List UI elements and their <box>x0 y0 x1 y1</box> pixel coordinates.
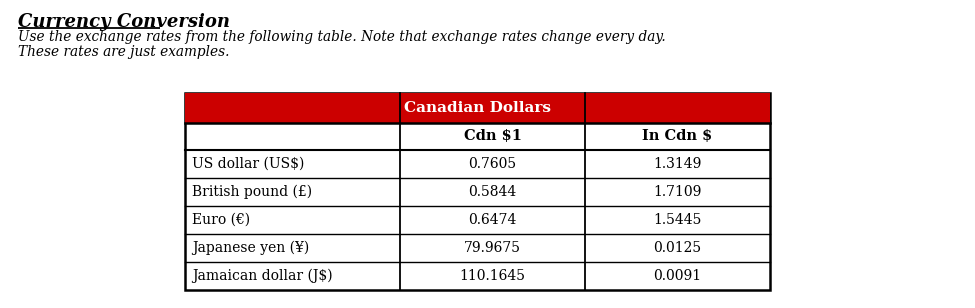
Text: 1.3149: 1.3149 <box>653 157 702 171</box>
Bar <box>185 93 770 290</box>
Text: Cdn $1: Cdn $1 <box>463 129 522 144</box>
Text: 1.7109: 1.7109 <box>653 185 702 199</box>
Text: 0.7605: 0.7605 <box>468 157 517 171</box>
Text: These rates are just examples.: These rates are just examples. <box>18 45 229 59</box>
Text: 0.6474: 0.6474 <box>468 213 517 227</box>
Text: Currency Conversion: Currency Conversion <box>18 13 230 31</box>
Text: Canadian Dollars: Canadian Dollars <box>404 101 551 115</box>
Text: Japanese yen (¥): Japanese yen (¥) <box>192 241 309 255</box>
Text: In Cdn $: In Cdn $ <box>643 129 713 144</box>
Text: US dollar (US$): US dollar (US$) <box>192 157 304 171</box>
Text: 1.5445: 1.5445 <box>653 213 702 227</box>
Text: 0.0125: 0.0125 <box>653 241 702 255</box>
Text: Jamaican dollar (J$): Jamaican dollar (J$) <box>192 269 332 283</box>
Bar <box>185 93 770 123</box>
Text: Euro (€): Euro (€) <box>192 213 251 227</box>
Text: 79.9675: 79.9675 <box>464 241 521 255</box>
Text: 0.5844: 0.5844 <box>468 185 517 199</box>
Text: 110.1645: 110.1645 <box>459 269 526 283</box>
Text: Use the exchange rates from the following table. Note that exchange rates change: Use the exchange rates from the followin… <box>18 30 666 44</box>
Text: 0.0091: 0.0091 <box>653 269 702 283</box>
Text: British pound (£): British pound (£) <box>192 185 312 199</box>
